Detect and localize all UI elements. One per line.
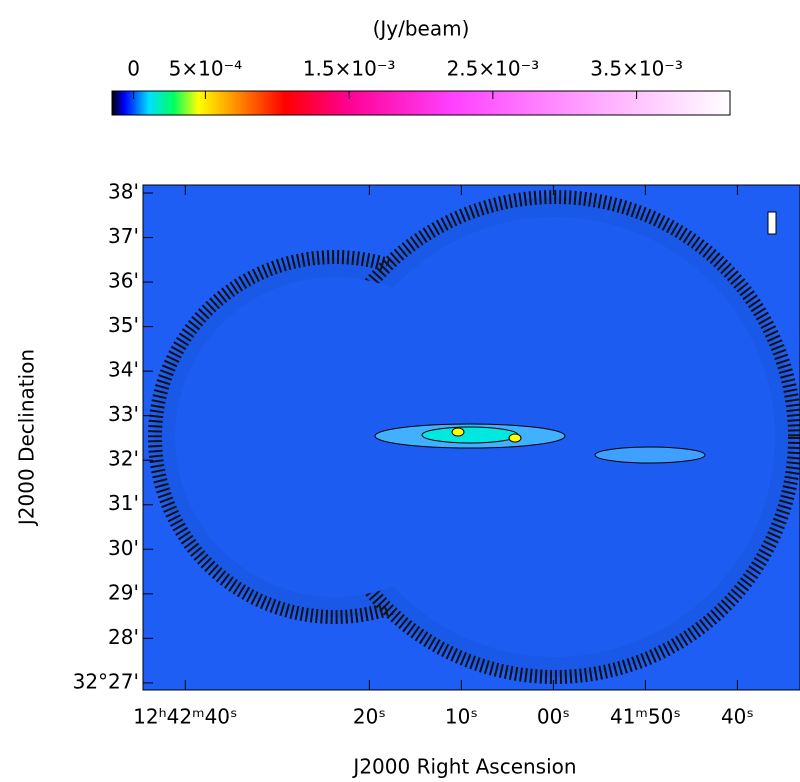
y-tick-label: 32' — [108, 447, 139, 471]
galaxy-peak — [508, 433, 522, 443]
plot-frame — [142, 184, 800, 691]
galaxy-tail — [594, 446, 706, 464]
y-tick-label: 34' — [108, 358, 139, 382]
y-tick-label: 30' — [108, 536, 139, 560]
y-tick-label: 35' — [108, 313, 139, 337]
y-tick-label: 33' — [108, 402, 139, 426]
y-tick-label: 29' — [108, 580, 139, 604]
galaxy-core — [421, 426, 519, 444]
x-tick-label: 00ˢ — [537, 705, 570, 729]
y-tick-label: 38' — [108, 180, 139, 204]
colorbar-tick-label: 2.5×10⁻³ — [447, 57, 540, 81]
x-tick-label: 10ˢ — [445, 705, 478, 729]
galaxy-peak — [451, 427, 465, 437]
x-axis-label: J2000 Right Ascension — [351, 755, 576, 779]
x-tick-label: 40ˢ — [721, 705, 754, 729]
colorbar-tick-label: 1.5×10⁻³ — [303, 57, 396, 81]
y-axis-label: J2000 Declination — [15, 349, 39, 527]
colorbar — [111, 90, 731, 116]
beam — [767, 211, 777, 235]
y-tick-label: 37' — [108, 224, 139, 248]
colorbar-label: (Jy/beam) — [373, 17, 470, 41]
x-tick-label: 12ʰ42ᵐ40ˢ — [133, 705, 237, 729]
y-tick-label: 32°27' — [73, 669, 139, 693]
x-tick-label: 20ˢ — [353, 705, 386, 729]
x-tick-label: 41ᵐ50ˢ — [610, 705, 681, 729]
y-tick-label: 36' — [108, 269, 139, 293]
y-tick-label: 28' — [108, 625, 139, 649]
colorbar-tick-label: 5×10⁻⁴ — [169, 57, 243, 81]
y-tick-label: 31' — [108, 491, 139, 515]
colorbar-tick-label: 3.5×10⁻³ — [590, 57, 683, 81]
image — [143, 185, 800, 690]
colorbar-tick-label: 0 — [127, 57, 140, 81]
